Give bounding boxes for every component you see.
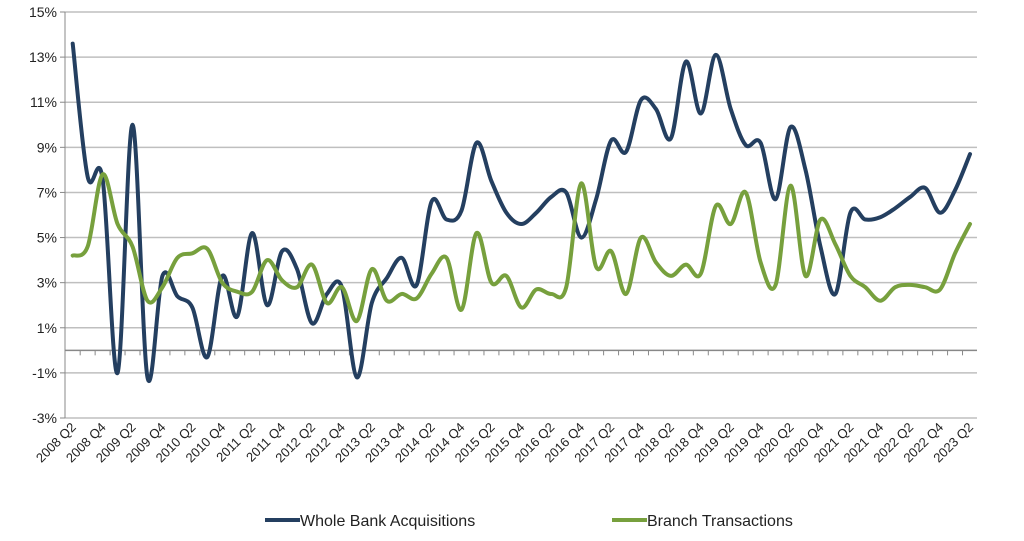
y-tick-label: -1% bbox=[32, 365, 57, 381]
legend-label: Branch Transactions bbox=[647, 513, 793, 530]
y-tick-label: 3% bbox=[37, 275, 57, 291]
y-tick-label: 13% bbox=[29, 49, 57, 65]
series-line-whole-bank-acquisitions bbox=[70, 41, 972, 383]
y-tick-label: 11% bbox=[30, 94, 57, 110]
y-axis-ticks: 15% 13% 11% 9% 7% 5% 3% 1% -1% -3% bbox=[29, 4, 57, 426]
y-tick-label: -3% bbox=[32, 410, 57, 426]
series-lines bbox=[70, 41, 972, 383]
series-line-branch-transactions bbox=[70, 172, 972, 324]
y-tick-label: 1% bbox=[37, 320, 57, 336]
legend-label: Whole Bank Acquisitions bbox=[300, 513, 475, 530]
y-tick-label: 5% bbox=[37, 230, 57, 246]
legend: Whole Bank Acquisitions Branch Transactio… bbox=[265, 513, 793, 530]
gridlines bbox=[60, 11, 977, 419]
y-tick-label: 15% bbox=[29, 4, 57, 20]
y-tick-label: 9% bbox=[37, 139, 57, 155]
y-tick-label: 7% bbox=[37, 184, 57, 200]
